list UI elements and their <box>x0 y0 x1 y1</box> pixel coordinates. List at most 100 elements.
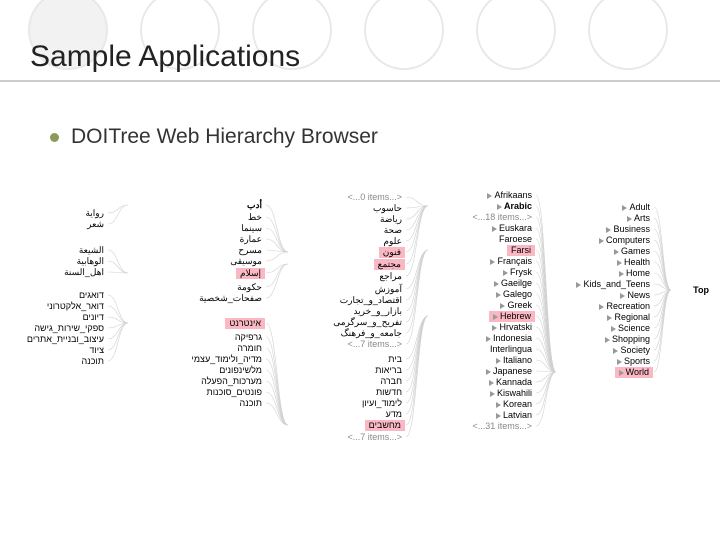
tree-node[interactable]: فنون <box>379 247 405 258</box>
tree-node[interactable]: Business <box>603 224 653 235</box>
tree-edge <box>406 316 428 403</box>
tree-node[interactable]: Regional <box>604 312 653 323</box>
tree-node[interactable]: Korean <box>493 399 535 410</box>
tree-node[interactable]: מדיה_ולימוד_עצמי <box>189 354 265 365</box>
tree-node[interactable]: Interlingua <box>487 344 535 355</box>
tree-node[interactable]: عمارة <box>237 234 265 245</box>
tree-node[interactable]: Society <box>610 345 653 356</box>
tree-node[interactable]: حكومة <box>234 282 265 293</box>
tree-node[interactable]: حاسوب <box>370 203 405 214</box>
tree-node[interactable]: خط <box>245 212 265 223</box>
tree-node[interactable]: דואר_אלקטרוני <box>44 301 107 312</box>
tree-node[interactable]: Greek <box>497 300 535 311</box>
tree-node[interactable]: גרפיקה <box>232 332 265 343</box>
tree-node[interactable]: صفحات_شخصية <box>196 293 265 304</box>
tree-node[interactable]: شعر <box>84 219 107 230</box>
tree-node[interactable]: <...18 items...> <box>469 212 535 223</box>
tree-node[interactable]: <...7 items...> <box>344 339 405 350</box>
tree-node[interactable]: תוכנה <box>237 398 266 409</box>
tree-node-label: Business <box>613 224 650 234</box>
tree-node[interactable]: מלשינפונים <box>216 365 265 376</box>
tree-node[interactable]: חברה <box>377 376 405 387</box>
expand-icon <box>627 216 632 222</box>
tree-node[interactable]: <...31 items...> <box>469 421 535 432</box>
tree-node[interactable]: Kiswahili <box>487 388 535 399</box>
tree-node-label: Kannada <box>496 377 532 387</box>
tree-node[interactable]: חדשות <box>373 387 405 398</box>
tree-node[interactable]: مجتمع <box>374 259 405 270</box>
tree-node[interactable]: <...7 items...> <box>344 432 405 443</box>
tree-node[interactable]: עיצוב_ובניית_אתרים <box>24 334 107 345</box>
tree-node[interactable]: مسرح <box>235 245 265 256</box>
tree-node[interactable]: موسيقى <box>227 256 265 267</box>
tree-node[interactable]: Recreation <box>596 301 653 312</box>
tree-node[interactable]: בית <box>385 354 405 365</box>
tree-node[interactable]: بازار_و_خرید <box>350 306 405 317</box>
tree-node-label: فنون <box>383 247 401 257</box>
tree-node[interactable]: صحة <box>381 225 405 236</box>
tree-node[interactable]: Gaeilge <box>491 278 535 289</box>
tree-node[interactable]: Adult <box>619 202 653 213</box>
tree-node[interactable]: Arts <box>624 213 653 224</box>
tree-node[interactable]: תוכנה <box>79 356 108 367</box>
tree-node[interactable]: جامعه_و_فرهنگ <box>338 328 405 339</box>
tree-node[interactable]: בריאות <box>372 365 405 376</box>
tree-node[interactable]: מחשבים <box>365 420 405 431</box>
tree-node[interactable]: Frysk <box>500 267 535 278</box>
tree-node[interactable]: דיונים <box>80 312 107 323</box>
tree-node[interactable]: Shopping <box>602 334 653 345</box>
tree-node[interactable]: إسلام <box>236 268 265 279</box>
tree-node[interactable]: Arabic <box>494 201 535 212</box>
tree-node[interactable]: News <box>617 290 653 301</box>
tree-node-label: חברה <box>380 376 402 386</box>
tree-node[interactable]: آموزش <box>372 284 405 295</box>
tree-node[interactable]: אינטרנט <box>225 318 265 329</box>
tree-node[interactable]: اهل_السنة <box>61 267 107 278</box>
tree-node[interactable]: الشيعة <box>76 245 107 256</box>
tree-node[interactable]: לימוד_ועיון <box>359 398 405 409</box>
tree-node-label: إسلام <box>240 268 261 278</box>
tree-node[interactable]: Japanese <box>483 366 535 377</box>
tree-node[interactable]: مراجع <box>376 271 405 282</box>
tree-node[interactable]: Français <box>487 256 535 267</box>
tree-node[interactable]: Kids_and_Teens <box>573 279 653 290</box>
tree-node[interactable]: ספקי_שירות_גישה <box>31 323 107 334</box>
tree-node[interactable]: سينما <box>238 223 265 234</box>
tree-node[interactable]: Italiano <box>493 355 535 366</box>
tree-node[interactable]: דואגים <box>76 290 107 301</box>
tree-node[interactable]: Home <box>616 268 653 279</box>
tree-node[interactable]: מערכות_הפעלה <box>198 376 265 387</box>
tree-node[interactable]: חומרה <box>234 343 265 354</box>
tree-node[interactable]: מדע <box>383 409 405 420</box>
tree-node[interactable]: Science <box>608 323 653 334</box>
tree-node[interactable]: اقتصاد_و_تجارت <box>337 295 405 306</box>
tree-node[interactable]: علوم <box>380 236 405 247</box>
tree-node[interactable]: رواية <box>82 208 107 219</box>
tree-node[interactable]: Farsi <box>507 245 535 256</box>
tree-node[interactable]: Faroese <box>496 234 535 245</box>
tree-node[interactable]: Kannada <box>486 377 535 388</box>
tree-node[interactable]: <...0 items...> <box>344 192 405 203</box>
tree-node[interactable]: Afrikaans <box>484 190 535 201</box>
tree-node[interactable]: أدب <box>244 200 265 211</box>
tree-node[interactable]: Indonesia <box>483 333 535 344</box>
tree-node[interactable]: Hrvatski <box>489 322 535 333</box>
tree-node[interactable]: Computers <box>596 235 653 246</box>
tree-node-label: سينما <box>241 223 262 233</box>
tree-node[interactable]: Top <box>690 285 712 296</box>
tree-node[interactable]: Hebrew <box>489 311 535 322</box>
tree-node[interactable]: الوهابية <box>74 256 107 267</box>
tree-node[interactable]: Sports <box>614 356 653 367</box>
tree-node[interactable]: Galego <box>493 289 535 300</box>
tree-node[interactable]: Euskara <box>489 223 535 234</box>
tree-node[interactable]: رياضة <box>377 214 405 225</box>
expand-icon <box>606 227 611 233</box>
tree-node[interactable]: Health <box>614 257 653 268</box>
tree-node[interactable]: Latvian <box>493 410 535 421</box>
tree-node[interactable]: World <box>615 367 653 378</box>
tree-node[interactable]: Games <box>611 246 653 257</box>
tree-edge <box>654 290 671 372</box>
tree-node[interactable]: ציוד <box>86 345 107 356</box>
tree-node[interactable]: تفریح_و_سرگرمی <box>330 317 405 328</box>
tree-node[interactable]: פונטים_סוכנות <box>204 387 266 398</box>
